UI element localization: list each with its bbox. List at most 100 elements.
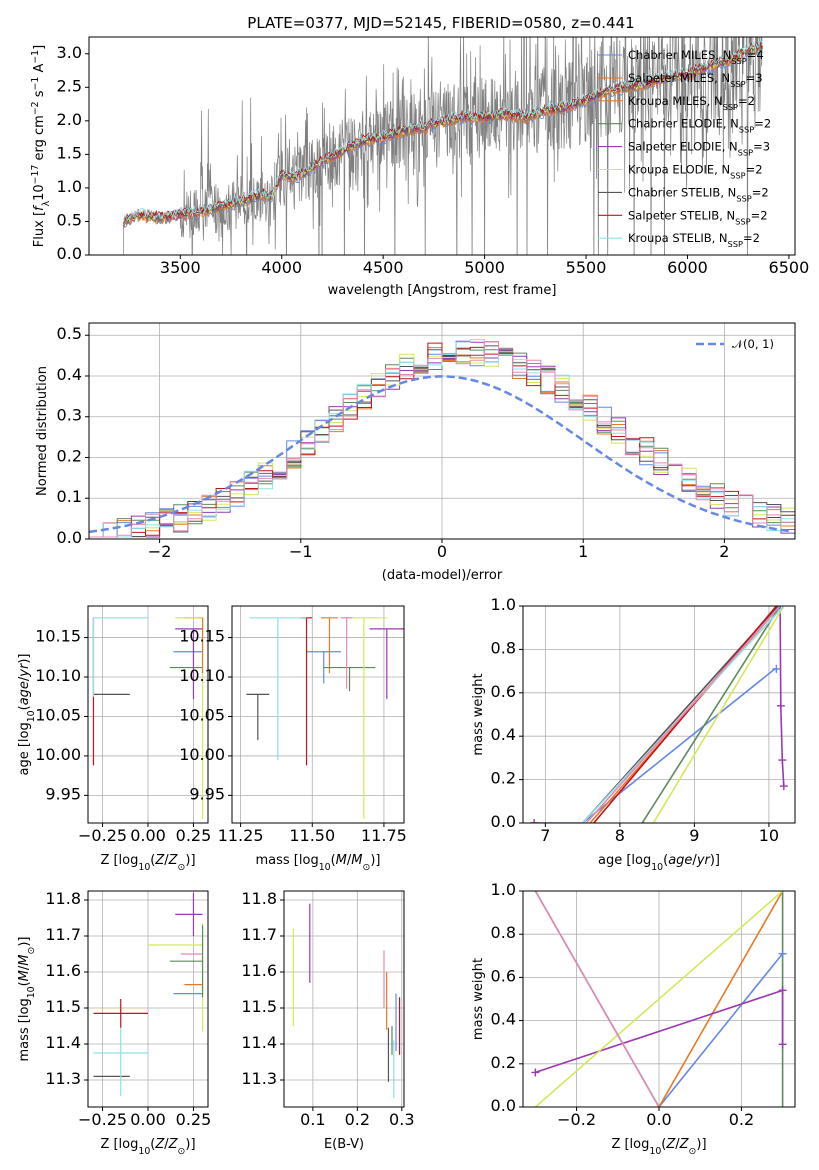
residual-xtick-label: 2 [719,542,729,561]
spectrum-ytick-label: 1.0 [57,177,82,196]
legend-label: Salpeter ELODIE, NSSP=3 [628,140,770,158]
mass-weight-line [593,606,778,823]
residual-legend: 𝒩(0, 1) [696,337,774,351]
spectrum-model-line [123,39,763,223]
spectrum-ytick-label: 0.0 [57,244,82,263]
z-weight-ytick-label: 0.8 [491,923,516,942]
age-weight-xtick-label: 10 [759,826,779,845]
age-weight-ytick-label: 0.8 [491,638,516,657]
z-age-plot-area [92,617,204,820]
spectrum-xtick-label: 6500 [769,258,810,277]
mass-age-xtick-label: 11.25 [218,826,264,845]
z-weight-panel: −0.2 0.0 0.2 0.0 0.2 0.4 0.6 0.8 1.0 Z [log10(Z/Z… [471,880,796,1157]
legend-label: Kroupa STELIB, NSSP=2 [628,231,760,249]
age-weight-ytick-label: 0.0 [491,812,516,831]
ebv-mass-xtick-label: 0.1 [300,1110,325,1129]
ebv-mass-xlabel: E(B-V) [324,1137,364,1152]
normal-curve [89,375,793,534]
mass-age-xtick-label: 11.50 [289,826,335,845]
mass-weight-line [641,606,781,823]
mass-weight-line [779,606,785,787]
age-weight-ytick-label: 0.6 [491,682,516,701]
z-age-ytick-label: 10.10 [35,666,81,685]
z-age-frame [87,605,209,824]
legend-label: Chabrier STELIB, NSSP=2 [628,185,769,203]
residual-ytick-label: 0.1 [57,487,82,506]
z-weight-xtick-label: 0.0 [646,1110,671,1129]
mass-weight-marker [530,819,539,823]
mass-age-panel: 11.25 11.50 11.75 9.95 10.00 10.05 10.10 10.15 m… [179,605,407,873]
mass-weight-line [652,606,785,823]
mass-weight-line [658,953,784,1107]
age-weight-xtick-label: 7 [540,826,550,845]
age-weight-panel: 7 8 9 10 0.0 0.2 0.4 0.6 0.8 1.0 age [log10(age/yr… [471,595,796,873]
legend-label: Salpeter MILES, NSSP=3 [628,71,763,89]
z-age-ylabel: age [log10(age/yr)] [17,653,37,775]
ebv-mass-ytick-label: 11.3 [241,1069,277,1088]
residual-xtick-label: 0 [437,542,447,561]
mass-weight-marker [778,949,787,958]
z-weight-xlabel: Z [log10(Z/Z⊙)] [611,1137,706,1157]
z-weight-ytick-label: 0.0 [491,1096,516,1115]
legend-label: Salpeter STELIB, NSSP=2 [628,208,768,226]
ebv-mass-ytick-label: 11.7 [241,925,277,944]
z-age-ytick-label: 9.95 [45,784,81,803]
mass-weight-line [585,606,781,823]
mass-age-xtick-label: 11.75 [361,826,407,845]
age-weight-frame [522,605,796,824]
mass-age-ytick-label: 10.00 [179,745,225,764]
mass-weight-line [534,891,660,1107]
spectrum-ytick-label: 1.5 [57,143,82,162]
legend-label: Kroupa ELODIE, NSSP=2 [628,163,763,181]
legend-label: Kroupa MILES, NSSP=2 [628,94,755,112]
mass-weight-marker [778,1040,787,1049]
age-weight-xtick-label: 8 [615,826,625,845]
mass-weight-line [534,891,784,1107]
ebv-mass-panel: 0.1 0.2 0.3 11.3 11.4 11.5 11.6 11.7 11.8 E(B-V) [241,889,414,1152]
age-weight-ytick-label: 1.0 [491,595,516,614]
z-weight-xtick-label: 0.2 [729,1110,754,1129]
spectrum-model-line [123,41,763,224]
spectrum-ytick-label: 2.0 [57,110,82,129]
z-mass-ytick-label: 11.6 [45,961,81,980]
z-mass-ylabel: mass [log10(M/M⊙)] [17,937,37,1062]
residual-xlabel: (data-model)/error [382,568,503,583]
mass-age-frame [231,605,405,824]
spectrum-frame [88,36,796,256]
mass-weight-marker [778,756,787,765]
residual-panel: −2 −1 0 1 2 0.0 0.1 0.2 0.3 0.4 0.5 (data-model)/er… [35,322,796,583]
residual-histogram [89,341,795,539]
ebv-mass-frame [283,890,405,1108]
age-weight-ylabel: mass weight [471,673,486,755]
z-mass-xlabel: Z [log10(Z/Z⊙)] [100,1137,195,1157]
spectrum-ytick-label: 0.5 [57,210,82,229]
z-age-xtick-label: −0.25 [78,826,127,845]
mass-age-ytick-label: 10.15 [179,627,225,646]
z-weight-ytick-label: 0.6 [491,966,516,985]
residual-frame [88,322,796,540]
z-age-panel: −0.25 0.00 0.25 9.95 10.00 10.05 10.10 10.15 Z [… [17,605,211,873]
z-mass-ytick-label: 11.3 [45,1069,81,1088]
ebv-mass-plot-area [292,903,401,1098]
z-mass-xtick-label: 0.25 [176,1110,212,1129]
z-mass-xtick-label: 0.00 [130,1110,166,1129]
z-weight-ytick-label: 0.4 [491,1010,516,1029]
spectrum-legend: Chabrier MILES, NSSP=4 Salpeter MILES, NS… [598,48,771,249]
mass-age-plot-area [246,617,404,820]
z-age-xtick-label: 0.00 [130,826,166,845]
spectrum-ytick-label: 3.0 [57,43,82,62]
residual-ytick-label: 0.3 [57,406,82,425]
ebv-mass-ytick-label: 11.6 [241,961,277,980]
mass-age-xlabel: mass [log10(M/M⊙)] [256,853,381,873]
z-age-ytick-label: 10.05 [35,705,81,724]
mass-weight-marker [772,664,781,673]
age-weight-xtick-label: 9 [689,826,699,845]
ebv-mass-xtick-label: 0.2 [345,1110,370,1129]
z-weight-frame [522,890,796,1108]
residual-ylabel: Normed distribution [35,366,50,496]
spectrum-plot-area [123,37,763,255]
mass-weight-marker [778,986,787,995]
z-age-ytick-label: 10.15 [35,627,81,646]
mass-weight-marker [776,701,785,710]
